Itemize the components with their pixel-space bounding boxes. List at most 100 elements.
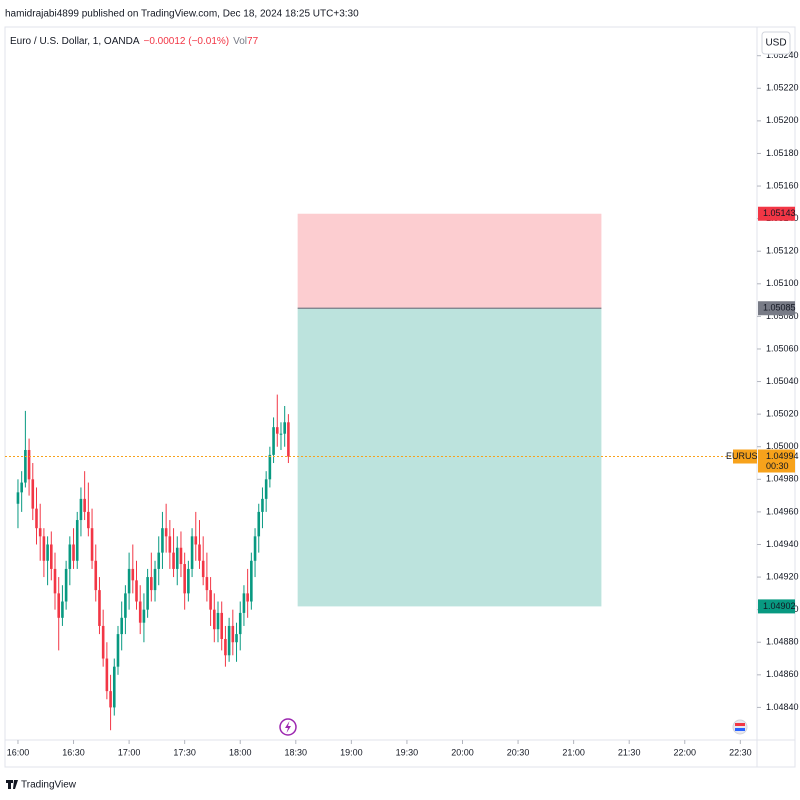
candle-body bbox=[124, 593, 127, 618]
x-tick-label: 17:00 bbox=[118, 747, 141, 757]
brand: TradingView bbox=[21, 780, 77, 791]
candle-body bbox=[264, 479, 268, 499]
candle-body bbox=[24, 449, 27, 483]
candle-body bbox=[257, 511, 261, 537]
target-zone bbox=[297, 308, 602, 607]
candle-body bbox=[168, 536, 172, 553]
candle-body bbox=[101, 625, 105, 659]
target-tag bbox=[758, 599, 795, 614]
currency: USD bbox=[765, 38, 786, 49]
candle-body bbox=[57, 593, 61, 618]
candle-body bbox=[201, 560, 205, 578]
event-bolt bbox=[285, 721, 291, 733]
x-tick-label: 16:30 bbox=[62, 747, 85, 757]
y-tick-label: 1.04940 bbox=[766, 539, 799, 549]
x-tick-label: 18:00 bbox=[229, 747, 252, 757]
y-tick-label: 1.05180 bbox=[766, 148, 799, 158]
currency-button[interactable] bbox=[761, 31, 791, 55]
y-tick-label: 1.05100 bbox=[766, 278, 799, 288]
candle-body bbox=[150, 577, 153, 591]
candle-body bbox=[50, 544, 53, 569]
y-tick-label: 1.04960 bbox=[766, 506, 799, 516]
candle-body bbox=[75, 520, 79, 561]
y-tick-label: 1.04860 bbox=[766, 669, 799, 679]
publisher: hamidrajabi4899 published on TradingView… bbox=[5, 9, 359, 20]
candle-body bbox=[98, 590, 101, 626]
candle-body bbox=[190, 536, 194, 569]
y-tick-label: 1.05080 bbox=[766, 311, 799, 321]
candle-body bbox=[172, 552, 175, 569]
y-tick-label: 1.04980 bbox=[766, 474, 799, 484]
x-tick-label: 22:30 bbox=[729, 747, 752, 757]
candle-body bbox=[235, 634, 238, 643]
candle-body bbox=[253, 536, 257, 561]
candle-body bbox=[220, 612, 224, 639]
candle-body bbox=[42, 536, 46, 561]
candle-body bbox=[238, 612, 242, 635]
x-tick-label: 19:30 bbox=[396, 747, 419, 757]
candle-body bbox=[227, 625, 231, 656]
y-tick-label: 1.05220 bbox=[766, 83, 799, 93]
stop-tag bbox=[758, 206, 795, 221]
x-tick-label: 21:30 bbox=[618, 747, 641, 757]
frame bbox=[4, 26, 796, 768]
candle-body bbox=[194, 536, 198, 545]
candle-body bbox=[205, 577, 209, 591]
candle-body bbox=[164, 528, 168, 537]
candle-body bbox=[61, 601, 64, 618]
candle-body bbox=[35, 508, 38, 529]
candle-body bbox=[287, 422, 290, 457]
y-tick-label: 1.05040 bbox=[766, 376, 799, 386]
entry-tag bbox=[758, 301, 795, 316]
candle-body bbox=[209, 590, 212, 610]
candle-body bbox=[90, 528, 94, 561]
x-tick-label: 19:00 bbox=[340, 747, 363, 757]
candle-body bbox=[79, 498, 83, 521]
y-tick-label: 1.05000 bbox=[766, 441, 799, 451]
candle-body bbox=[127, 568, 131, 594]
candle-body bbox=[72, 544, 75, 561]
candle-body bbox=[116, 634, 120, 667]
y-tick-label: 1.04880 bbox=[766, 637, 799, 647]
x-tick-label: 21:00 bbox=[562, 747, 585, 757]
candle-body bbox=[112, 666, 116, 708]
candle-body bbox=[109, 691, 112, 708]
candle-body bbox=[231, 625, 235, 643]
candle-body bbox=[68, 544, 72, 569]
stop-tag-label: 1.05143 bbox=[763, 208, 796, 218]
candle-body bbox=[224, 638, 227, 656]
change: −0.00012 (−0.01%) bbox=[144, 36, 230, 47]
flag-icon[interactable] bbox=[732, 719, 748, 735]
candle-body bbox=[120, 617, 123, 635]
candle-body bbox=[175, 547, 179, 569]
candle-body bbox=[20, 482, 23, 493]
candle-body bbox=[261, 498, 264, 512]
y-tick-label: 1.05240 bbox=[766, 50, 799, 60]
candle-body bbox=[27, 449, 31, 480]
last-price-tag bbox=[758, 449, 795, 473]
volume: 77 bbox=[247, 36, 259, 47]
y-tick-label: 1.04920 bbox=[766, 571, 799, 581]
flag-stripe bbox=[735, 728, 745, 731]
candle-body bbox=[135, 580, 138, 602]
candle-body bbox=[53, 568, 57, 594]
candle-body bbox=[242, 593, 246, 613]
candle-body bbox=[272, 427, 275, 455]
candle-body bbox=[64, 568, 68, 602]
x-tick-label: 20:30 bbox=[507, 747, 530, 757]
candle-body bbox=[94, 560, 98, 591]
stop-zone bbox=[297, 213, 602, 309]
candle-body bbox=[105, 658, 109, 692]
candle-body bbox=[161, 528, 164, 553]
candle-body bbox=[198, 544, 201, 561]
countdown: 00:30 bbox=[766, 461, 789, 471]
candle-body bbox=[179, 547, 183, 565]
x-tick-label: 16:00 bbox=[7, 747, 30, 757]
last-price-label: 1.04994 bbox=[766, 451, 799, 461]
candle-body bbox=[279, 433, 283, 435]
target-tag-label: 1.04902 bbox=[763, 601, 796, 611]
candle-body bbox=[213, 609, 216, 630]
y-tick-label: 1.05020 bbox=[766, 409, 799, 419]
y-tick-label: 1.05120 bbox=[766, 246, 799, 256]
